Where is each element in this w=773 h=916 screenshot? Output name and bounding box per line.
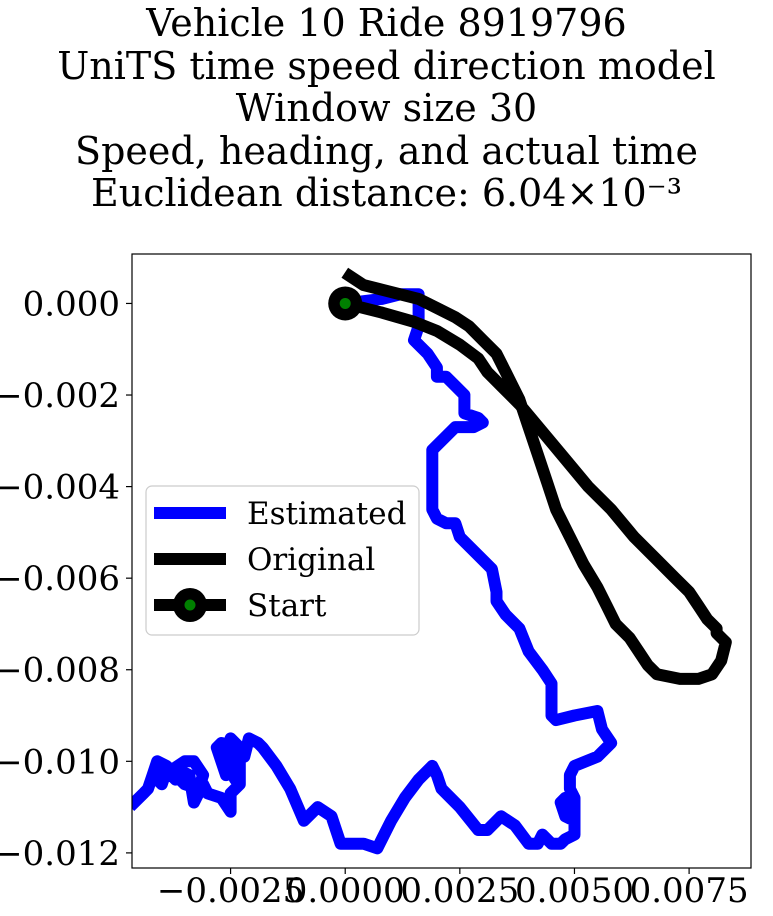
x-tick-label: 0.0025 — [400, 871, 519, 911]
title-line-4: Speed, heading, and actual time — [75, 128, 698, 173]
y-tick-label: −0.002 — [0, 376, 120, 416]
legend-estimated-label: Estimated — [247, 496, 406, 532]
title-line-5: Euclidean distance: 6.04×10⁻³ — [91, 171, 682, 215]
y-tick-label: −0.006 — [0, 559, 120, 599]
plot-frame — [131, 253, 752, 869]
y-tick-label: −0.004 — [0, 468, 120, 508]
legend-start-marker-inner — [184, 599, 196, 611]
y-tick-label: −0.008 — [0, 651, 120, 691]
title-line-2: UniTS time speed direction model — [57, 43, 716, 88]
title-line-1: Vehicle 10 Ride 8919796 — [146, 1, 627, 45]
title-line-3: Window size 30 — [235, 86, 538, 130]
x-tick-label: −0.0025 — [157, 871, 304, 911]
legend-box — [145, 485, 420, 636]
legend: Estimated Original Start — [145, 485, 420, 636]
y-axis: 0.000 −0.002 −0.004 −0.006 −0.008 −0.010 −0.01… — [0, 284, 132, 874]
x-tick-label: 0.0000 — [286, 871, 405, 911]
start-marker-inner — [339, 297, 351, 309]
chart-title: Vehicle 10 Ride 8919796 UniTS time speed… — [0, 2, 773, 215]
y-tick-label: −0.010 — [0, 742, 120, 782]
x-tick-label: 0.0050 — [515, 871, 634, 911]
y-tick-label: −0.012 — [0, 834, 120, 874]
y-tick-label: 0.000 — [23, 284, 120, 324]
legend-start-label: Start — [247, 588, 327, 624]
series-line-original — [337, 267, 732, 685]
legend-original-label: Original — [247, 542, 375, 578]
series-line-estimated — [132, 288, 618, 855]
x-tick-label: 0.0075 — [630, 871, 749, 911]
